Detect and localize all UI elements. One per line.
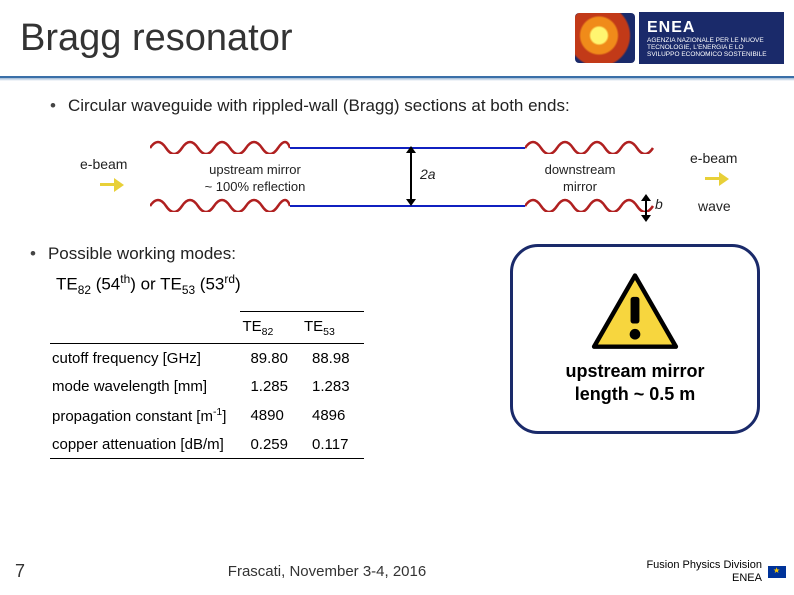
callout-l1: upstream mirror <box>565 361 704 381</box>
label-upstream-l1: upstream mirror <box>209 162 301 177</box>
wave-bot-left-icon <box>150 194 290 212</box>
row-label: propagation constant [m-1] <box>50 400 240 430</box>
t: 82 <box>78 283 91 297</box>
label-b: b <box>655 196 663 212</box>
bullet-2-sub: TE82 (54th) or TE53 (53rd) <box>56 272 470 297</box>
cell: 1.285 <box>240 372 302 400</box>
footer-right-l1: Fusion Physics Division <box>646 559 762 571</box>
bullet-2: • Possible working modes: <box>30 244 470 264</box>
t: -1 <box>213 406 222 418</box>
cell: 4890 <box>240 400 302 430</box>
bullet-1: • Circular waveguide with rippled-wall (B… <box>50 96 764 116</box>
warning-icon <box>590 272 680 352</box>
wave-top-right-icon <box>525 136 655 154</box>
logo-name: ENEA <box>647 19 695 36</box>
cell: 0.117 <box>302 430 364 459</box>
footer: 7 Frascati, November 3-4, 2016 Fusion Ph… <box>0 559 794 585</box>
table-row: mode wavelength [mm] 1.285 1.283 <box>50 372 364 400</box>
t: ] <box>222 408 226 425</box>
bragg-diagram: e-beam upstream mirror ~ 100% reflection… <box>90 136 764 226</box>
arrow-b-icon <box>645 200 647 216</box>
t: TE <box>304 318 323 335</box>
wave-top-left-icon <box>150 136 290 154</box>
row-label: copper attenuation [dB/m] <box>50 430 240 459</box>
label-upstream: upstream mirror ~ 100% reflection <box>185 162 325 196</box>
table-row: cutoff frequency [GHz] 89.80 88.98 <box>50 344 364 373</box>
footer-right: Fusion Physics Division ENEA <box>614 559 794 585</box>
t: TE <box>242 318 261 335</box>
label-wave: wave <box>698 198 731 214</box>
logo-text: ENEA AGENZIA NAZIONALE PER LE NUOVE TECN… <box>639 12 784 65</box>
callout-l2: length ~ 0.5 m <box>575 384 696 404</box>
cell: 89.80 <box>240 344 302 373</box>
t: propagation constant [m <box>52 408 213 425</box>
wave-bot-right-icon <box>525 194 655 212</box>
t: ) <box>235 275 241 294</box>
arrow-ebeam-left-icon <box>100 178 124 192</box>
enea-logo: ENEA AGENZIA NAZIONALE PER LE NUOVE TECN… <box>575 12 784 65</box>
t: TE <box>56 275 78 294</box>
cell: 4896 <box>302 400 364 430</box>
lower-left: •Possible working modes: TE82 (54th) or … <box>50 244 470 459</box>
footer-right-l2: ENEA <box>732 572 762 584</box>
row-label: mode wavelength [mm] <box>50 372 240 400</box>
t: ) or TE <box>130 275 182 294</box>
bullet-2-text: Possible working modes: <box>48 244 236 263</box>
t: rd <box>224 272 235 286</box>
footer-center: Frascati, November 3-4, 2016 <box>40 563 614 580</box>
lower-row: •Possible working modes: TE82 (54th) or … <box>50 244 764 459</box>
t: (54 <box>91 275 120 294</box>
row-label: cutoff frequency [GHz] <box>50 344 240 373</box>
bullet-dot-icon: • <box>30 244 36 263</box>
bullet-dot-icon: • <box>50 96 56 115</box>
arrow-2a-icon <box>410 152 412 200</box>
th-blank <box>50 312 240 344</box>
t: 53 <box>323 326 335 338</box>
table-row: copper attenuation [dB/m] 0.259 0.117 <box>50 430 364 459</box>
label-downstream: downstream mirror <box>530 162 630 196</box>
arrow-ebeam-right-icon <box>705 172 729 186</box>
label-upstream-l2: ~ 100% reflection <box>205 179 306 194</box>
slide-title: Bragg resonator <box>20 17 293 60</box>
eu-flag-icon <box>768 566 786 578</box>
table-row: propagation constant [m-1] 4890 4896 <box>50 400 364 430</box>
label-downstream-l2: mirror <box>563 179 597 194</box>
header: Bragg resonator ENEA AGENZIA NAZIONALE P… <box>0 0 794 78</box>
content-area: • Circular waveguide with rippled-wall (B… <box>0 78 794 459</box>
bullet-1-text: Circular waveguide with rippled-wall (Br… <box>68 96 570 115</box>
cell: 1.283 <box>302 372 364 400</box>
cell: 0.259 <box>240 430 302 459</box>
t: (53 <box>195 275 224 294</box>
t: 82 <box>262 326 274 338</box>
cell: 88.98 <box>302 344 364 373</box>
page-number: 7 <box>0 561 40 582</box>
logo-swirl-icon <box>575 13 635 63</box>
callout-box: upstream mirror length ~ 0.5 m <box>510 244 760 434</box>
th-te53: TE53 <box>302 312 364 344</box>
t: th <box>120 272 130 286</box>
th-te82: TE82 <box>240 312 302 344</box>
label-2a: 2a <box>420 166 436 182</box>
modes-table: TE82 TE53 cutoff frequency [GHz] 89.80 8… <box>50 311 364 459</box>
label-ebeam-left: e-beam <box>80 156 127 172</box>
logo-tagline: AGENZIA NAZIONALE PER LE NUOVE TECNOLOGI… <box>647 37 776 58</box>
label-downstream-l1: downstream <box>545 162 616 177</box>
label-ebeam-right: e-beam <box>690 150 737 166</box>
callout-text: upstream mirror length ~ 0.5 m <box>565 360 704 407</box>
t: 53 <box>182 283 195 297</box>
